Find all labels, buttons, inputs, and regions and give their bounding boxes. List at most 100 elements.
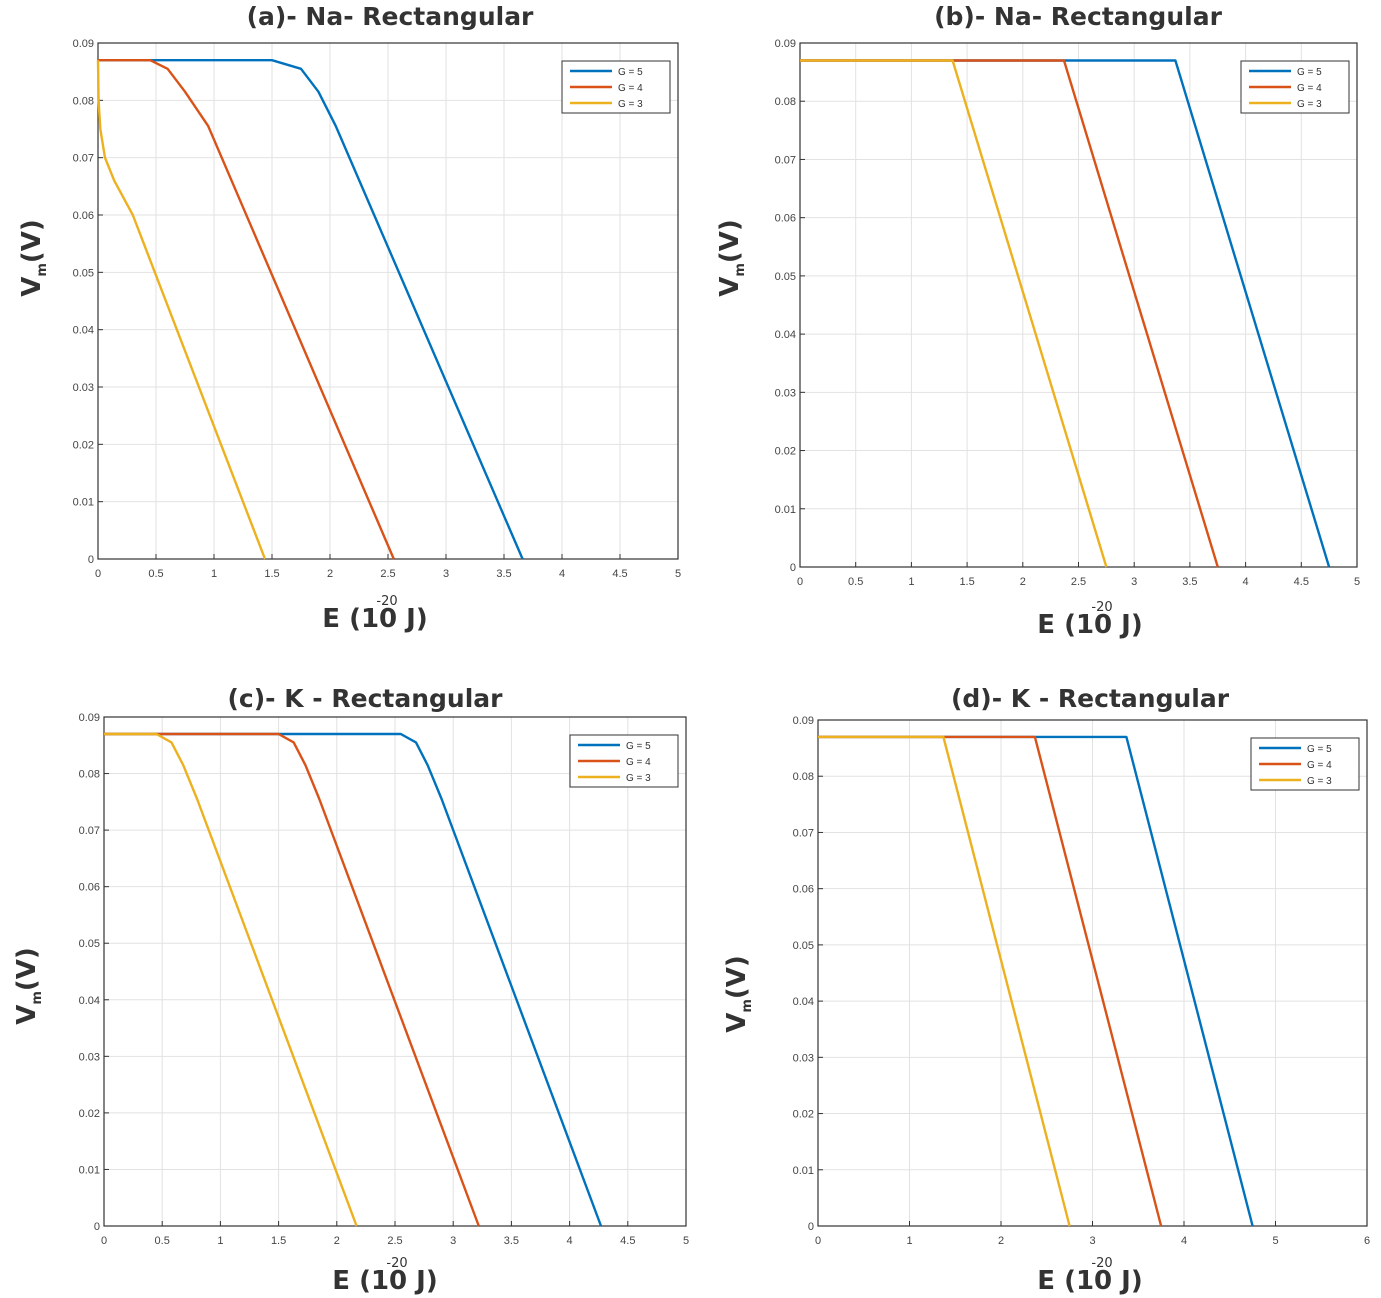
y-tick-label: 0.05 bbox=[793, 940, 814, 952]
y-tick-label: 0.01 bbox=[793, 1165, 814, 1177]
y-tick-label: 0.03 bbox=[79, 1051, 100, 1063]
y-tick-label: 0.09 bbox=[79, 712, 100, 724]
x-tick-label: 4.5 bbox=[612, 568, 627, 580]
x-tick-label: 0.5 bbox=[848, 576, 863, 588]
x-tick-label: 1 bbox=[906, 1235, 912, 1247]
x-tick-label: 3.5 bbox=[504, 1235, 519, 1247]
y-tick-label: 0.07 bbox=[793, 827, 814, 839]
y-tick-label: 0.02 bbox=[793, 1109, 814, 1121]
x-tick-label: 0 bbox=[95, 568, 101, 580]
x-tick-label: 3 bbox=[443, 568, 449, 580]
chart-panel-a: 0 0.5 1 1.5 2 2.5 3 3.5 4 4.5 5 0 0.01 0.02 0.03 0.04 0.… bbox=[17, 2, 681, 634]
x-tick-label: 0.5 bbox=[155, 1235, 170, 1247]
x-tick-label: 2 bbox=[334, 1235, 340, 1247]
x-tick-label: 2 bbox=[327, 568, 333, 580]
x-tick-label: 0.5 bbox=[148, 568, 163, 580]
x-tick-label: 2.5 bbox=[1071, 576, 1086, 588]
x-tick-label: 2.5 bbox=[380, 568, 395, 580]
x-tick-label: 5 bbox=[675, 568, 681, 580]
legend-label: G = 5 bbox=[1297, 67, 1322, 78]
x-tick-label: 1.5 bbox=[264, 568, 279, 580]
x-tick-label: 5 bbox=[1272, 1235, 1278, 1247]
chart-title: (a)- Na- Rectangular bbox=[247, 2, 534, 31]
y-tick-label: 0.07 bbox=[775, 154, 796, 166]
x-axis-label: E (10 J) bbox=[1037, 610, 1143, 640]
x-axis-exponent: -20 bbox=[376, 594, 397, 609]
legend-label: G = 5 bbox=[1307, 744, 1332, 755]
series-line bbox=[98, 59, 524, 560]
y-tick-label: 0.06 bbox=[793, 884, 814, 896]
y-tick-label: 0.02 bbox=[79, 1108, 100, 1120]
x-tick-label: 5 bbox=[1354, 576, 1360, 588]
series-line bbox=[818, 735, 1071, 1227]
y-tick-label: 0.08 bbox=[79, 769, 100, 781]
x-tick-label: 0 bbox=[815, 1235, 821, 1247]
series-line bbox=[98, 59, 395, 560]
x-axis-exponent: -20 bbox=[386, 1256, 407, 1271]
y-tick-label: 0.05 bbox=[73, 267, 94, 279]
y-axis-label: Vm(V) bbox=[12, 947, 45, 1025]
x-tick-label: 3.5 bbox=[1182, 576, 1197, 588]
x-tick-label: 1.5 bbox=[271, 1235, 286, 1247]
y-tick-label: 0 bbox=[94, 1221, 100, 1233]
y-tick-label: 0.01 bbox=[79, 1164, 100, 1176]
y-tick-label: 0.06 bbox=[775, 213, 796, 225]
y-tick-label: 0.03 bbox=[793, 1052, 814, 1064]
legend: G = 5 G = 4 G = 3 bbox=[569, 734, 679, 788]
legend-label: G = 3 bbox=[1297, 99, 1322, 110]
y-tick-label: 0.08 bbox=[73, 95, 94, 107]
y-axis-label: Vm(V) bbox=[715, 219, 748, 297]
x-tick-label: 5 bbox=[683, 1235, 689, 1247]
x-tick-label: 2 bbox=[1020, 576, 1026, 588]
legend-label: G = 4 bbox=[1297, 83, 1322, 94]
series-line bbox=[800, 59, 1108, 568]
legend-label: G = 4 bbox=[1307, 760, 1332, 771]
legend-label: G = 4 bbox=[626, 757, 651, 768]
x-tick-label: 1 bbox=[217, 1235, 223, 1247]
x-axis-label: E (10 J) bbox=[332, 1266, 438, 1296]
y-tick-label: 0.02 bbox=[73, 439, 94, 451]
y-tick-label: 0.06 bbox=[73, 210, 94, 222]
x-tick-label: 1.5 bbox=[959, 576, 974, 588]
x-tick-label: 4.5 bbox=[1294, 576, 1309, 588]
legend-label: G = 3 bbox=[626, 773, 651, 784]
legend: G = 5 G = 4 G = 3 bbox=[1250, 737, 1360, 791]
series-line bbox=[96, 60, 267, 560]
y-tick-label: 0.06 bbox=[79, 882, 100, 894]
y-tick-label: 0.09 bbox=[793, 715, 814, 727]
chart-title: (c)- K - Rectangular bbox=[227, 684, 503, 713]
y-tick-label: 0.04 bbox=[79, 995, 100, 1007]
x-tick-label: 4.5 bbox=[620, 1235, 635, 1247]
chart-panel-b: 0 0.5 1 1.5 2 2.5 3 3.5 4 4.5 5 0 0.01 0.02 0.03 0.04 0.… bbox=[715, 2, 1360, 640]
y-tick-label: 0.01 bbox=[73, 497, 94, 509]
x-tick-label: 2.5 bbox=[387, 1235, 402, 1247]
y-tick-label: 0.08 bbox=[775, 96, 796, 108]
legend-label: G = 5 bbox=[626, 741, 651, 752]
legend-label: G = 3 bbox=[1307, 776, 1332, 787]
chart-title: (b)- Na- Rectangular bbox=[934, 2, 1222, 31]
y-tick-label: 0.03 bbox=[73, 382, 94, 394]
y-axis-label: Vm(V) bbox=[722, 955, 755, 1033]
chart-title: (d)- K - Rectangular bbox=[951, 684, 1230, 713]
y-tick-label: 0 bbox=[808, 1221, 814, 1233]
y-tick-label: 0.04 bbox=[793, 996, 814, 1008]
x-tick-label: 4 bbox=[1243, 576, 1249, 588]
x-axis-exponent: -20 bbox=[1091, 600, 1112, 615]
y-tick-label: 0.04 bbox=[775, 329, 796, 341]
x-tick-label: 3 bbox=[1131, 576, 1137, 588]
x-tick-label: 1 bbox=[908, 576, 914, 588]
x-tick-label: 0 bbox=[101, 1235, 107, 1247]
x-tick-label: 4 bbox=[567, 1235, 573, 1247]
x-tick-label: 3 bbox=[450, 1235, 456, 1247]
y-tick-label: 0.05 bbox=[79, 938, 100, 950]
legend-label: G = 3 bbox=[618, 99, 643, 110]
y-tick-label: 0 bbox=[790, 562, 796, 574]
x-tick-label: 1 bbox=[211, 568, 217, 580]
y-tick-label: 0.07 bbox=[73, 153, 94, 165]
legend-label: G = 4 bbox=[618, 83, 643, 94]
y-tick-label: 0 bbox=[88, 554, 94, 566]
series-line bbox=[104, 732, 480, 1227]
y-axis-label: Vm(V) bbox=[17, 219, 50, 297]
y-tick-label: 0.05 bbox=[775, 271, 796, 283]
y-tick-label: 0.09 bbox=[73, 38, 94, 50]
